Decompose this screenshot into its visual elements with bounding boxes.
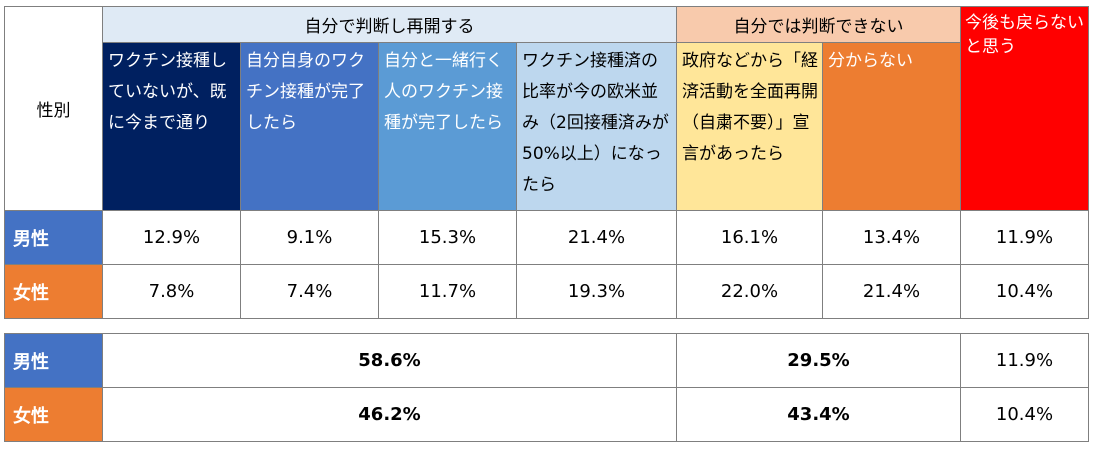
data-label: 16.1% <box>676 210 823 265</box>
row-label-female: 女性 <box>4 264 103 319</box>
summary-row-female: 女性 46.2% 43.4% 10.4% <box>4 387 1089 442</box>
data-label: 10.4% <box>960 264 1089 319</box>
data-label: 21.4% <box>822 264 961 319</box>
data-label: 22.0% <box>676 264 823 319</box>
summary-value: 10.4% <box>960 387 1089 442</box>
data-label: 19.3% <box>516 264 677 319</box>
row-label-male: 男性 <box>4 210 103 265</box>
data-label: 15.3% <box>378 210 517 265</box>
table-row-male: 男性 12.9% 9.1% 15.3% 21.4% 16.1% 13.4% 11… <box>4 210 1089 265</box>
data-label: 7.8% <box>102 264 241 319</box>
data-label: 11.7% <box>378 264 517 319</box>
column-header-dont-know: 分からない <box>822 42 961 211</box>
group-header-never-return: 今後も戻らないと思う <box>960 6 1089 211</box>
column-header-western-rate: ワクチン接種済の比率が今の欧米並み（2回接種済みが50%以上）になったら <box>516 42 677 211</box>
summary-value: 29.5% <box>676 333 961 388</box>
summary-value: 58.6% <box>102 333 677 388</box>
detail-table: 性別 自分で判断し再開する 自分では判断できない 今後も戻らないと思う ワクチン… <box>4 6 1089 319</box>
data-label: 11.9% <box>960 210 1089 265</box>
summary-row-label-male: 男性 <box>4 333 103 388</box>
group-header-restart: 自分で判断し再開する <box>102 6 677 43</box>
table-row-female: 女性 7.8% 7.4% 11.7% 19.3% 22.0% 21.4% 10.… <box>4 264 1089 319</box>
data-label: 13.4% <box>822 210 961 265</box>
data-label: 9.1% <box>240 210 379 265</box>
summary-value: 46.2% <box>102 387 677 442</box>
column-header-self-vaccinated: 自分自身のワクチン接種が完了したら <box>240 42 379 211</box>
summary-value: 11.9% <box>960 333 1089 388</box>
corner-label: 性別 <box>4 6 103 211</box>
data-label: 12.9% <box>102 210 241 265</box>
summary-value: 43.4% <box>676 387 961 442</box>
group-header-cannot-decide: 自分では判断できない <box>676 6 961 43</box>
column-header-companion-vaccinated: 自分と一緒行く人のワクチン接種が完了したら <box>378 42 517 211</box>
column-header-already-normal: ワクチン接種していないが、既に今まで通り <box>102 42 241 211</box>
data-label: 21.4% <box>516 210 677 265</box>
data-label: 7.4% <box>240 264 379 319</box>
column-header-government-declaration: 政府などから「経済活動を全面再開（自粛不要）」宣言があったら <box>676 42 823 211</box>
summary-row-male: 男性 58.6% 29.5% 11.9% <box>4 333 1089 388</box>
summary-table: 男性 58.6% 29.5% 11.9% 女性 46.2% 43.4% 10.4… <box>4 333 1089 442</box>
summary-row-label-female: 女性 <box>4 387 103 442</box>
